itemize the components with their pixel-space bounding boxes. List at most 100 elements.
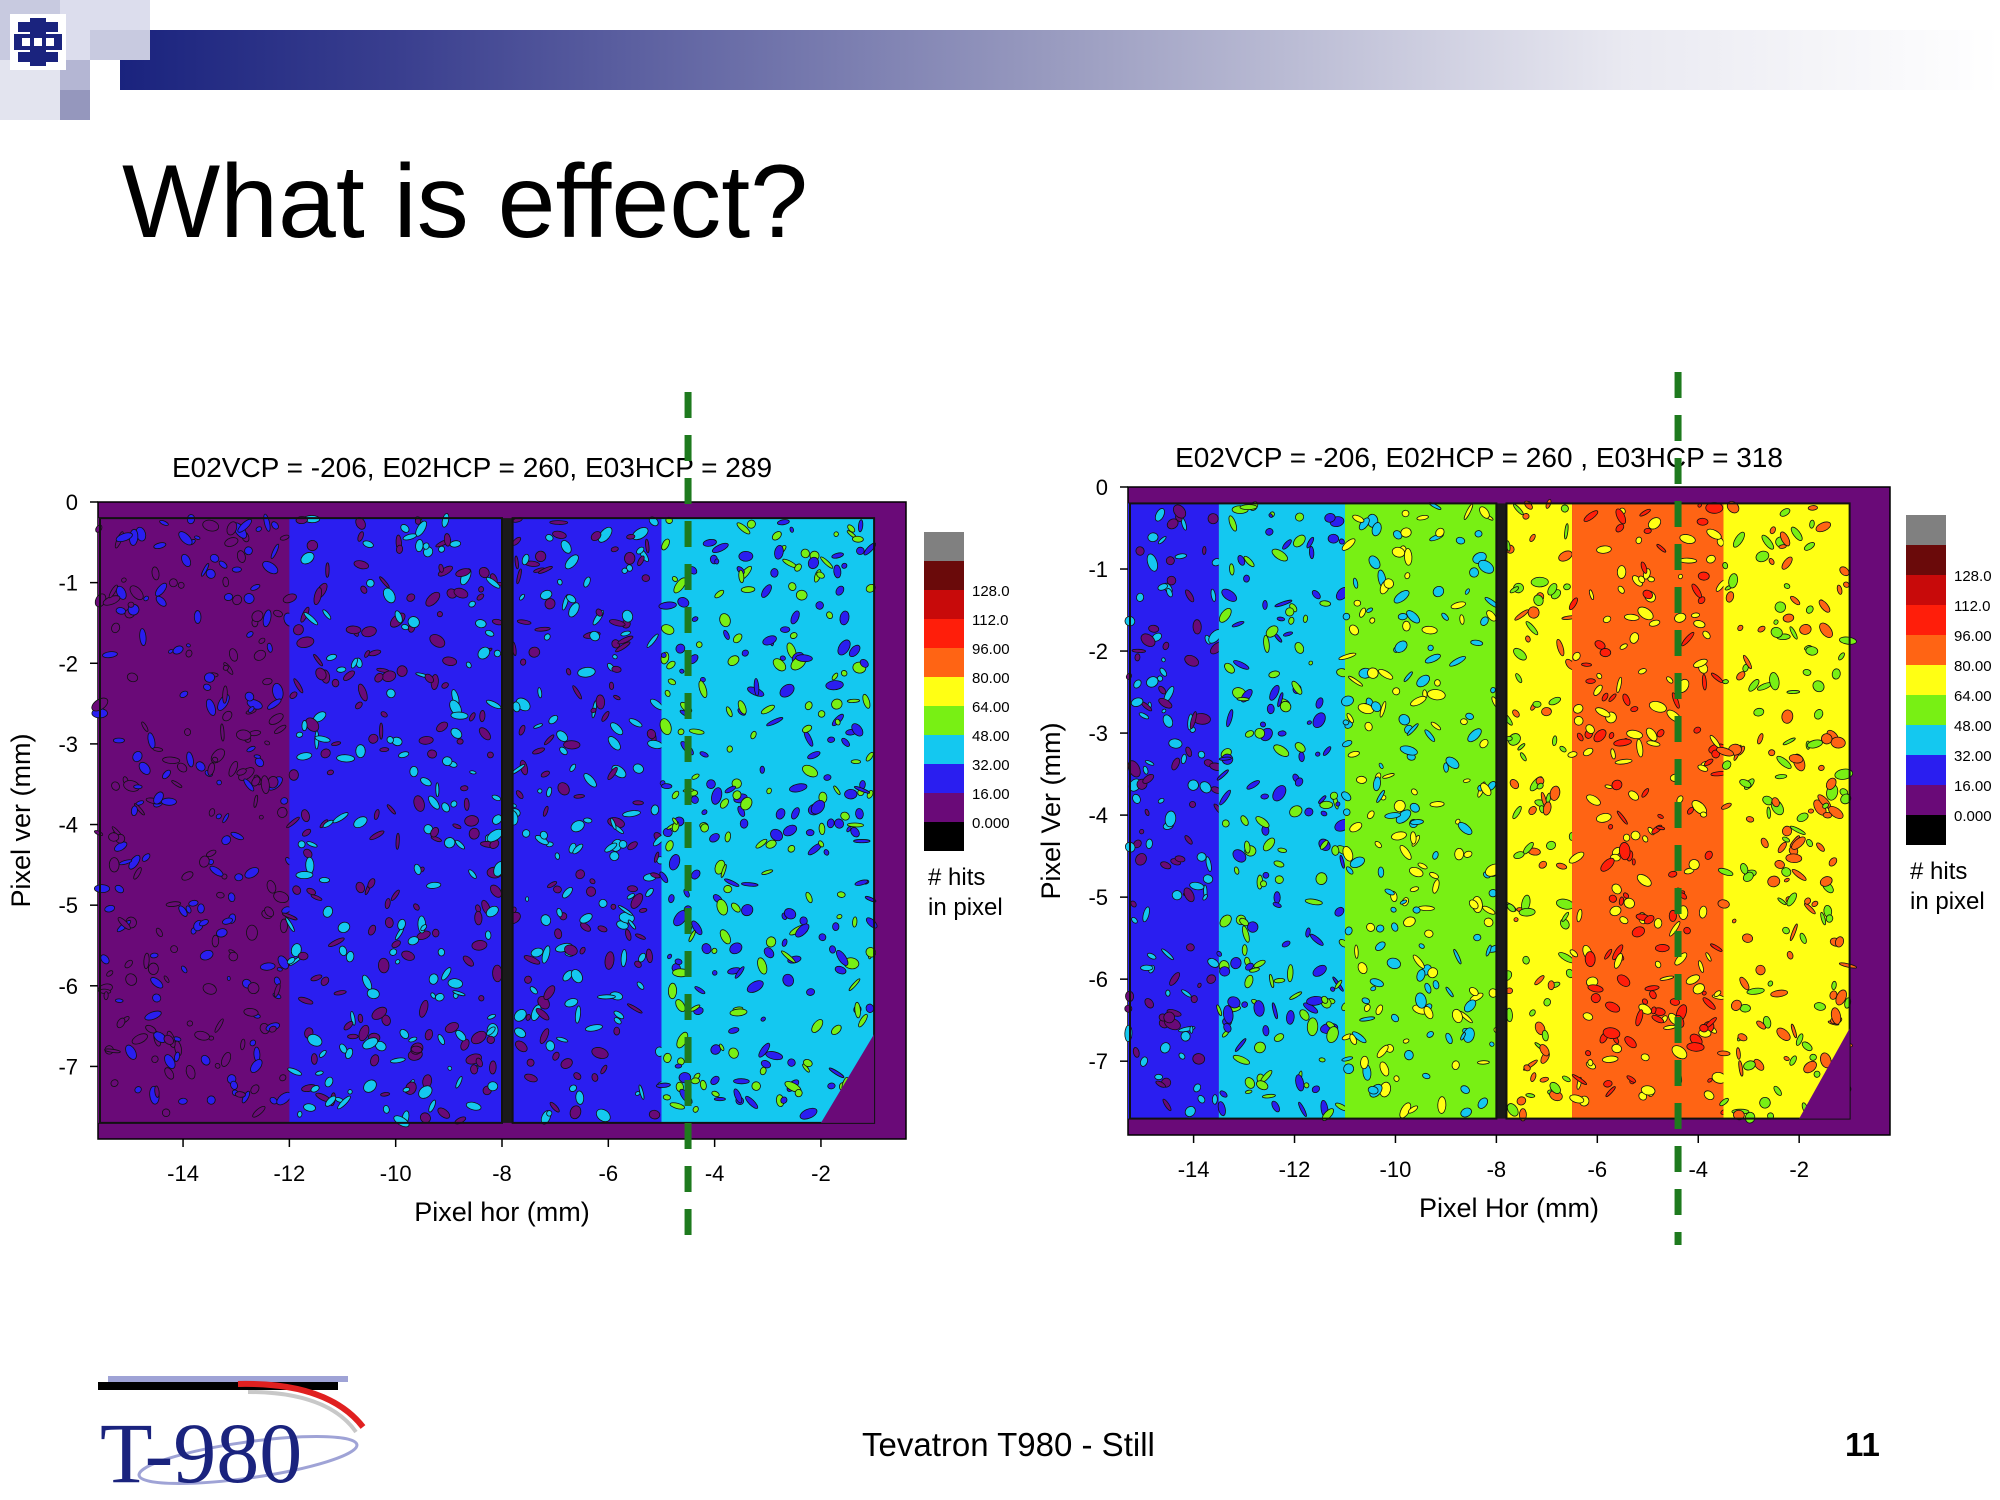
contour-blob <box>1327 533 1340 544</box>
contour-blob <box>1713 990 1722 997</box>
contour-blob <box>201 562 210 577</box>
contour-blob <box>331 741 342 746</box>
contour-blob <box>1271 1002 1278 1020</box>
contour-blob <box>539 830 548 840</box>
contour-blob <box>1527 606 1540 619</box>
contour-blob <box>1324 513 1336 523</box>
contour-blob <box>185 1065 196 1080</box>
contour-blob <box>766 717 784 727</box>
contour-blob <box>1728 573 1739 589</box>
contour-blob <box>658 601 677 610</box>
contour-blob <box>1157 583 1168 591</box>
contour-blob <box>1825 914 1834 923</box>
contour-blob <box>236 550 246 563</box>
contour-blob <box>542 805 549 817</box>
contour-blob <box>127 601 135 608</box>
contour-blob <box>541 945 551 964</box>
contour-blob <box>1616 810 1628 825</box>
contour-blob <box>331 678 340 688</box>
contour-blob <box>1279 700 1292 713</box>
contour-blob <box>1473 933 1482 942</box>
contour-blob <box>604 842 618 853</box>
contour-blob <box>430 992 436 999</box>
contour-blob <box>206 1095 216 1105</box>
contour-blob <box>831 552 844 559</box>
contour-blob <box>1541 707 1552 717</box>
contour-blob <box>209 553 220 563</box>
contour-blob <box>638 952 646 963</box>
contour-blob <box>1587 1059 1594 1067</box>
contour-blob <box>1298 1101 1307 1117</box>
contour-blob <box>1722 562 1729 570</box>
contour-blob <box>804 701 813 711</box>
contour-blob <box>1783 1056 1790 1061</box>
contour-blob <box>1506 903 1516 913</box>
contour-blob <box>1710 943 1723 952</box>
contour-blob <box>1132 1047 1140 1058</box>
contour-blob <box>104 905 116 913</box>
contour-blob <box>518 724 526 736</box>
contour-blob <box>468 869 477 879</box>
contour-blob <box>134 1086 142 1094</box>
contour-blob <box>1331 845 1340 856</box>
contour-blob <box>1483 917 1494 927</box>
contour-blob <box>1755 964 1766 976</box>
contour-blob <box>1262 837 1276 852</box>
contour-blob <box>1393 530 1403 540</box>
contour-blob <box>780 950 796 964</box>
contour-blob <box>1717 899 1730 909</box>
contour-blob <box>1525 635 1531 643</box>
contour-blob <box>203 683 212 691</box>
contour-blob <box>765 839 777 849</box>
contour-blob <box>422 542 430 550</box>
contour-blob <box>390 889 400 901</box>
contour-blob <box>1282 539 1292 550</box>
contour-blob <box>428 973 439 985</box>
contour-blob <box>160 797 177 806</box>
contour-blob <box>273 609 283 618</box>
contour-blob <box>397 918 406 931</box>
contour-blob <box>338 945 348 957</box>
contour-blob <box>208 808 216 817</box>
contour-blob <box>1806 838 1814 848</box>
contour-blob <box>464 815 479 827</box>
contour-blob <box>1305 927 1311 938</box>
contour-blob <box>258 814 264 820</box>
contour-blob <box>627 1003 643 1014</box>
contour-blob <box>537 687 543 699</box>
contour-blob <box>526 1058 535 1067</box>
contour-blob <box>1779 531 1791 547</box>
contour-blob <box>777 519 790 526</box>
contour-blob <box>1513 851 1525 859</box>
y-tick-label: -1 <box>1088 557 1108 582</box>
contour-blob <box>398 751 410 759</box>
contour-blob <box>1789 626 1798 640</box>
contour-blob <box>292 885 302 895</box>
contour-blob <box>549 1101 560 1113</box>
contour-blob <box>469 770 477 775</box>
contour-blob <box>736 522 751 535</box>
contour-blob <box>1391 831 1407 841</box>
contour-blob <box>357 683 368 702</box>
contour-blob <box>1707 1077 1713 1083</box>
contour-blob <box>1423 1006 1434 1020</box>
contour-blob <box>222 917 233 925</box>
contour-blob <box>544 734 555 746</box>
contour-blob <box>1241 1001 1248 1008</box>
contour-blob <box>537 788 543 794</box>
contour-blob <box>841 562 848 569</box>
contour-blob <box>1813 1070 1821 1078</box>
contour-blob <box>1717 867 1734 877</box>
contour-blob <box>300 552 315 565</box>
contour-blob <box>307 1033 323 1047</box>
contour-blob <box>374 672 384 683</box>
contour-blob <box>674 1063 683 1069</box>
colorbar-label: 32.00 <box>972 757 1010 774</box>
contour-blob <box>149 952 159 959</box>
contour-blob <box>858 1013 868 1028</box>
colorbar-title: in pixel <box>928 894 1003 921</box>
contour-blob <box>425 591 441 607</box>
contour-blob <box>1166 588 1173 598</box>
contour-blob <box>1654 960 1662 969</box>
contour-blob <box>604 951 615 970</box>
